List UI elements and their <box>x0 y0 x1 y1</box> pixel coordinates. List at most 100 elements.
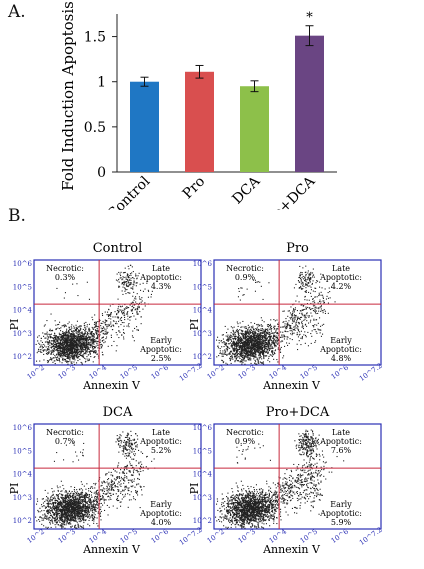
event-dot <box>261 344 262 345</box>
event-dot <box>250 329 251 330</box>
event-dot <box>267 338 268 339</box>
event-dot <box>76 330 77 331</box>
event-dot <box>118 310 119 311</box>
event-dot <box>280 349 281 350</box>
event-dot <box>301 317 302 318</box>
event-dot <box>55 320 56 321</box>
event-dot <box>248 347 249 348</box>
event-dot <box>246 342 247 343</box>
event-dot <box>116 321 117 322</box>
event-dot <box>61 340 62 341</box>
event-dot <box>43 520 44 521</box>
event-dot <box>50 513 51 514</box>
event-dot <box>108 346 109 347</box>
event-dot <box>238 347 239 348</box>
event-dot <box>248 325 249 326</box>
event-dot <box>63 332 64 333</box>
event-dot <box>273 340 274 341</box>
event-dot <box>253 340 254 341</box>
event-dot <box>80 348 81 349</box>
event-dot <box>81 351 82 352</box>
event-dot <box>254 329 255 330</box>
event-dot <box>71 356 72 357</box>
quadrant-label-line: 0.3% <box>55 273 76 282</box>
event-dot <box>37 501 38 502</box>
event-dot <box>100 334 101 335</box>
event-dot <box>302 314 303 315</box>
event-dot <box>68 338 69 339</box>
event-dot <box>269 325 270 326</box>
event-dot <box>71 326 72 327</box>
event-dot <box>145 305 146 306</box>
event-dot <box>63 526 64 527</box>
event-dot <box>127 312 128 313</box>
event-dot <box>291 314 292 315</box>
event-dot <box>266 355 267 356</box>
event-dot <box>261 332 262 333</box>
event-dot <box>295 301 296 302</box>
event-dot <box>262 362 263 363</box>
event-dot <box>302 267 303 268</box>
event-dot <box>235 339 236 340</box>
event-dot <box>84 334 85 335</box>
event-dot <box>48 349 49 350</box>
event-dot <box>245 326 246 327</box>
event-dot <box>55 527 56 528</box>
quadrant-label-line: Apoptotic: <box>139 345 182 354</box>
event-dot <box>127 314 128 315</box>
event-dot <box>265 329 266 330</box>
event-dot <box>299 301 300 302</box>
event-dot <box>127 275 128 276</box>
event-dot <box>100 325 101 326</box>
event-dot <box>249 340 250 341</box>
event-dot <box>127 319 128 320</box>
event-dot <box>317 313 318 314</box>
event-dot <box>264 345 265 346</box>
event-dot <box>135 296 136 297</box>
event-dot <box>135 276 136 277</box>
event-dot <box>247 350 248 351</box>
event-dot <box>255 360 256 361</box>
event-dot <box>226 332 227 333</box>
event-dot <box>92 342 93 343</box>
event-dot <box>38 343 39 344</box>
event-dot <box>295 323 296 324</box>
event-dot <box>233 351 234 352</box>
event-dot <box>249 359 250 360</box>
event-dot <box>239 340 240 341</box>
event-dot <box>259 282 260 283</box>
event-dot <box>227 336 228 337</box>
event-dot <box>257 336 258 337</box>
event-dot <box>297 332 298 333</box>
event-dot <box>125 307 126 308</box>
event-dot <box>249 344 250 345</box>
event-dot <box>66 337 67 338</box>
event-dot <box>267 324 268 325</box>
event-dot <box>315 291 316 292</box>
event-dot <box>39 521 40 522</box>
event-dot <box>306 281 307 282</box>
event-dot <box>310 321 311 322</box>
event-dot <box>235 357 236 358</box>
event-dot <box>255 352 256 353</box>
event-dot <box>297 319 298 320</box>
event-dot <box>289 343 290 344</box>
event-dot <box>241 351 242 352</box>
event-dot <box>292 323 293 324</box>
event-dot <box>64 359 65 360</box>
event-dot <box>230 342 231 343</box>
event-dot <box>301 283 302 284</box>
event-dot <box>225 326 226 327</box>
event-dot <box>329 288 330 289</box>
event-dot <box>304 309 305 310</box>
y-tick-label: 10^2 <box>193 353 212 361</box>
event-dot <box>244 350 245 351</box>
event-dot <box>69 361 70 362</box>
event-dot <box>316 331 317 332</box>
event-dot <box>84 323 85 324</box>
event-dot <box>67 493 68 494</box>
event-dot <box>72 353 73 354</box>
event-dot <box>306 320 307 321</box>
event-dot <box>97 341 98 342</box>
event-dot <box>258 331 259 332</box>
